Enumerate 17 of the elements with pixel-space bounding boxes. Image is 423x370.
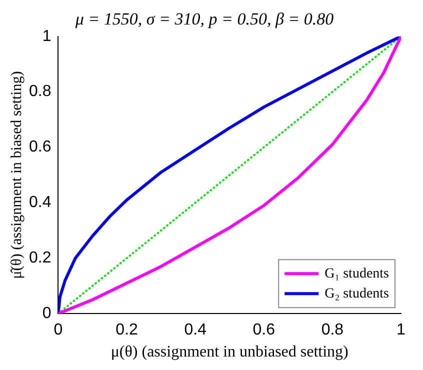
legend-label: G₁ students bbox=[324, 266, 390, 282]
x-tick-label: 0.2 bbox=[116, 322, 138, 339]
y-tick-label: 0.2 bbox=[28, 250, 52, 267]
x-tick-label: 0.8 bbox=[321, 322, 344, 339]
legend-label: G₂ students bbox=[324, 286, 390, 302]
y-axis-title: μ̂(θ) (assignment in biased setting) bbox=[8, 71, 25, 279]
y-tick-label: 0.8 bbox=[28, 83, 52, 100]
x-tick-label: 0.6 bbox=[252, 322, 276, 339]
x-tick-label: 0 bbox=[54, 322, 63, 339]
y-tick-label: 0.4 bbox=[28, 194, 52, 212]
y-tick-label: 0 bbox=[42, 305, 52, 322]
x-tick-label: 1 bbox=[396, 322, 406, 339]
x-axis-title: μ(θ) (assignment in unbiased setting) bbox=[110, 344, 348, 361]
y-tick-label: 0.6 bbox=[28, 138, 52, 156]
x-tick-label: 0.4 bbox=[184, 322, 207, 339]
y-tick-label: 1 bbox=[42, 28, 52, 45]
chart-title: μ = 1550, σ = 310, p = 0.50, β = 0.80 bbox=[74, 10, 334, 29]
